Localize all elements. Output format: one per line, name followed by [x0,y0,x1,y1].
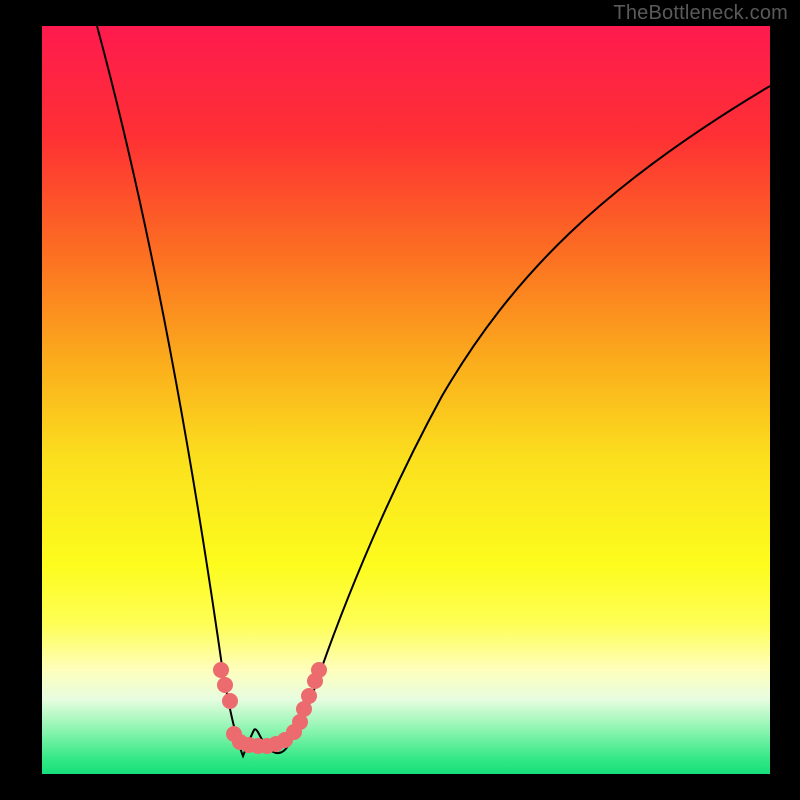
valley-marker [213,662,229,678]
valley-marker [222,693,238,709]
valley-marker [311,662,327,678]
plot-area [42,26,770,774]
valley-markers [213,662,327,754]
bottleneck-curve [97,26,770,756]
chart-frame: TheBottleneck.com [0,0,800,800]
valley-marker [217,677,233,693]
bottleneck-curve-layer [42,26,770,774]
valley-marker [301,688,317,704]
watermark-text: TheBottleneck.com [613,2,788,25]
